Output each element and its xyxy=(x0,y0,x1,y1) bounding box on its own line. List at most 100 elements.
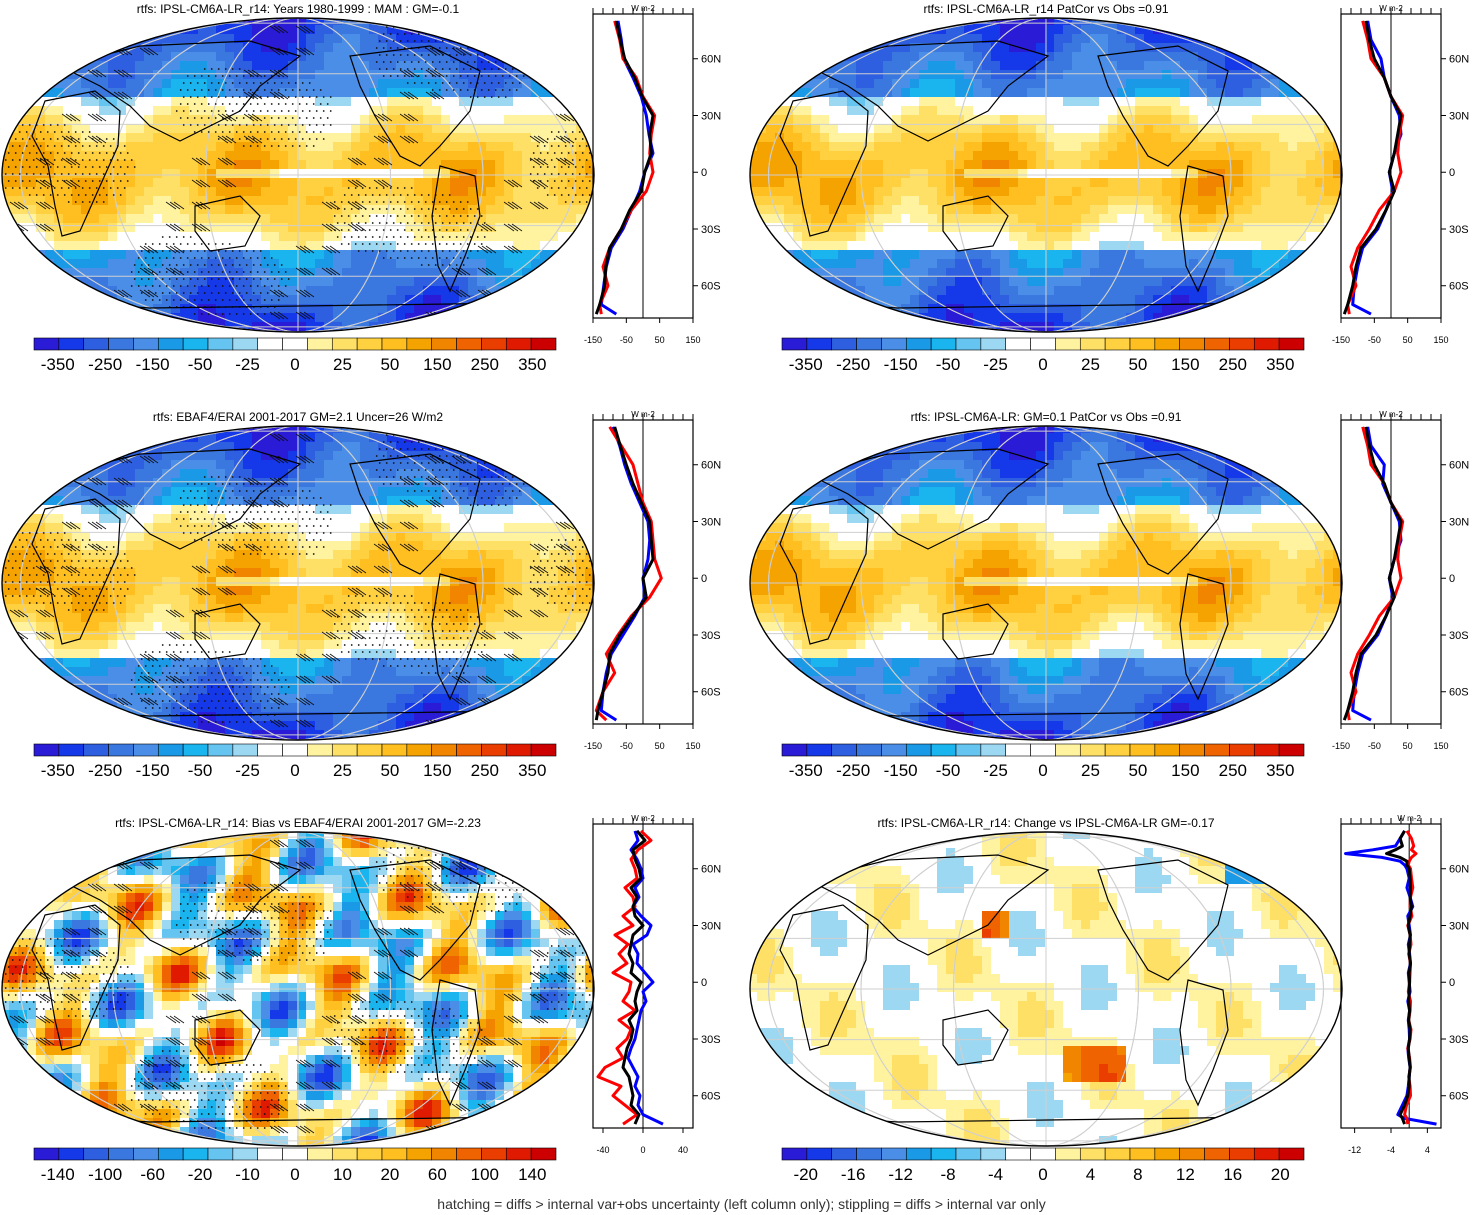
colorbar-bin xyxy=(856,337,882,351)
colorbar-bin xyxy=(182,743,209,757)
colorbar-bin xyxy=(930,337,957,351)
colorbar-bin xyxy=(905,743,932,757)
zonal-ytick-label: 0 xyxy=(701,573,707,585)
panel-title: rtfs: IPSL-CM6A-LR_r14: Bias vs EBAF4/ER… xyxy=(115,816,481,830)
zonal-ytick-label: 60S xyxy=(1449,687,1469,699)
zonal-xtick-label: -150 xyxy=(584,741,602,751)
zonal-ytick-label: 60S xyxy=(701,687,721,699)
colorbar-bin xyxy=(1229,743,1255,757)
colorbar-bin xyxy=(505,743,532,757)
colorbar-bin xyxy=(456,1147,482,1161)
panel-middle-left: rtfs: EBAF4/ERAI 2001-2017 GM=2.1 Uncer=… xyxy=(0,406,741,811)
colorbar-label: 150 xyxy=(423,761,451,780)
colorbar-bin xyxy=(505,337,532,351)
zonal-ytick-label: 0 xyxy=(1449,167,1455,179)
colorbar-bin xyxy=(207,337,234,351)
colorbar-label: 20 xyxy=(380,1165,399,1184)
colorbar-label: -12 xyxy=(888,1165,913,1184)
zonal-xtick-label: 150 xyxy=(685,741,700,751)
colorbar-label: 100 xyxy=(471,1165,499,1184)
colorbar-bin xyxy=(481,1147,507,1161)
zonal-xtick-label: 40 xyxy=(678,1145,688,1155)
colorbar-bin xyxy=(530,337,557,351)
zonal-ytick-label: 60N xyxy=(1449,864,1469,876)
zonal-ytick-label: 30S xyxy=(1449,1034,1469,1046)
colorbar-bin xyxy=(58,337,85,351)
zonal-ytick-label: 30S xyxy=(701,224,721,236)
colorbar-bin xyxy=(58,743,85,757)
colorbar-bin xyxy=(232,1147,259,1161)
colorbar-bin xyxy=(1079,1147,1106,1161)
zonal-series-line xyxy=(1342,20,1403,315)
zonal-ytick-label: 30S xyxy=(1449,630,1469,642)
colorbar-bin xyxy=(257,1147,283,1161)
colorbar-bin xyxy=(1005,1147,1031,1161)
colorbar-bin xyxy=(530,743,557,757)
colorbar-label: -350 xyxy=(789,761,823,780)
figure-footer-note: hatching = diffs > internal var+obs unce… xyxy=(437,1196,1046,1212)
zonal-ytick-label: 30S xyxy=(701,630,721,642)
panel-middle-right: rtfs: IPSL-CM6A-LR: GM=0.1 PatCor vs Obs… xyxy=(748,406,1483,811)
colorbar-bin xyxy=(781,743,808,757)
colorbar-bin xyxy=(831,743,857,757)
zonal-ytick-label: 30S xyxy=(701,1034,721,1046)
zonal-ytick-label: 60N xyxy=(701,460,721,472)
colorbar-bin xyxy=(133,337,159,351)
panel-title: rtfs: IPSL-CM6A-LR_r14 PatCor vs Obs =0.… xyxy=(923,2,1169,16)
colorbar-bin xyxy=(331,743,358,757)
colorbar: -140 -100 -60 -20 -10 0 10 20 60 100 140 xyxy=(33,1147,557,1184)
colorbar-bin xyxy=(831,337,857,351)
zonal-xtick-label: 50 xyxy=(1403,741,1413,751)
colorbar-bin xyxy=(481,337,507,351)
colorbar-bin xyxy=(331,337,358,351)
colorbar-label: -50 xyxy=(936,761,961,780)
colorbar-bin xyxy=(133,743,159,757)
colorbar-bin xyxy=(431,1147,457,1161)
colorbar-label: 250 xyxy=(471,761,499,780)
colorbar-label: -150 xyxy=(136,761,170,780)
panel-title: rtfs: IPSL-CM6A-LR: GM=0.1 PatCor vs Obs… xyxy=(910,410,1182,424)
colorbar-label: 12 xyxy=(1176,1165,1195,1184)
zonal-series-line xyxy=(1342,426,1403,721)
colorbar-bin xyxy=(930,1147,957,1161)
colorbar-label: 50 xyxy=(380,761,399,780)
colorbar-bin xyxy=(1055,1147,1081,1161)
zonal-xtick-label: -150 xyxy=(1332,741,1350,751)
colorbar-label: 350 xyxy=(518,355,546,374)
colorbar-label: 350 xyxy=(1266,761,1294,780)
zonal-ytick-label: 30S xyxy=(1449,224,1469,236)
colorbar-bin xyxy=(456,743,482,757)
colorbar: -350 -250 -150 -50 -25 0 25 50 150 250 350 xyxy=(781,337,1305,374)
robinson-map xyxy=(749,17,1343,333)
zonal-ytick-label: 60N xyxy=(1449,54,1469,66)
colorbar-label: -25 xyxy=(983,355,1008,374)
colorbar-label: -25 xyxy=(983,761,1008,780)
colorbar-label: -25 xyxy=(235,761,260,780)
zonal-series-line xyxy=(1385,830,1413,1125)
colorbar-bin xyxy=(257,743,283,757)
colorbar-bin xyxy=(1129,1147,1156,1161)
colorbar-label: -20 xyxy=(188,1165,213,1184)
colorbar-bin xyxy=(232,337,259,351)
colorbar-bin xyxy=(431,337,457,351)
colorbar-bin xyxy=(406,337,433,351)
colorbar-label: -16 xyxy=(841,1165,866,1184)
colorbar-label: -250 xyxy=(836,355,870,374)
panel-top-right: rtfs: IPSL-CM6A-LR_r14 PatCor vs Obs =0.… xyxy=(748,0,1483,405)
colorbar-label: 250 xyxy=(1219,355,1247,374)
colorbar-bin xyxy=(207,743,234,757)
colorbar-label: 150 xyxy=(1171,761,1199,780)
zonal-ytick-label: 30N xyxy=(1449,516,1469,528)
colorbar-label: -250 xyxy=(836,761,870,780)
colorbar-bin xyxy=(806,743,833,757)
colorbar-label: -4 xyxy=(988,1165,1003,1184)
zonal-ytick-label: 30N xyxy=(701,516,721,528)
colorbar-bin xyxy=(33,337,60,351)
colorbar-bin xyxy=(108,337,134,351)
colorbar-label: -250 xyxy=(88,355,122,374)
colorbar-bin xyxy=(232,743,259,757)
colorbar-bin xyxy=(257,337,283,351)
zonal-ytick-label: 60N xyxy=(1449,460,1469,472)
colorbar-bin xyxy=(1129,337,1156,351)
